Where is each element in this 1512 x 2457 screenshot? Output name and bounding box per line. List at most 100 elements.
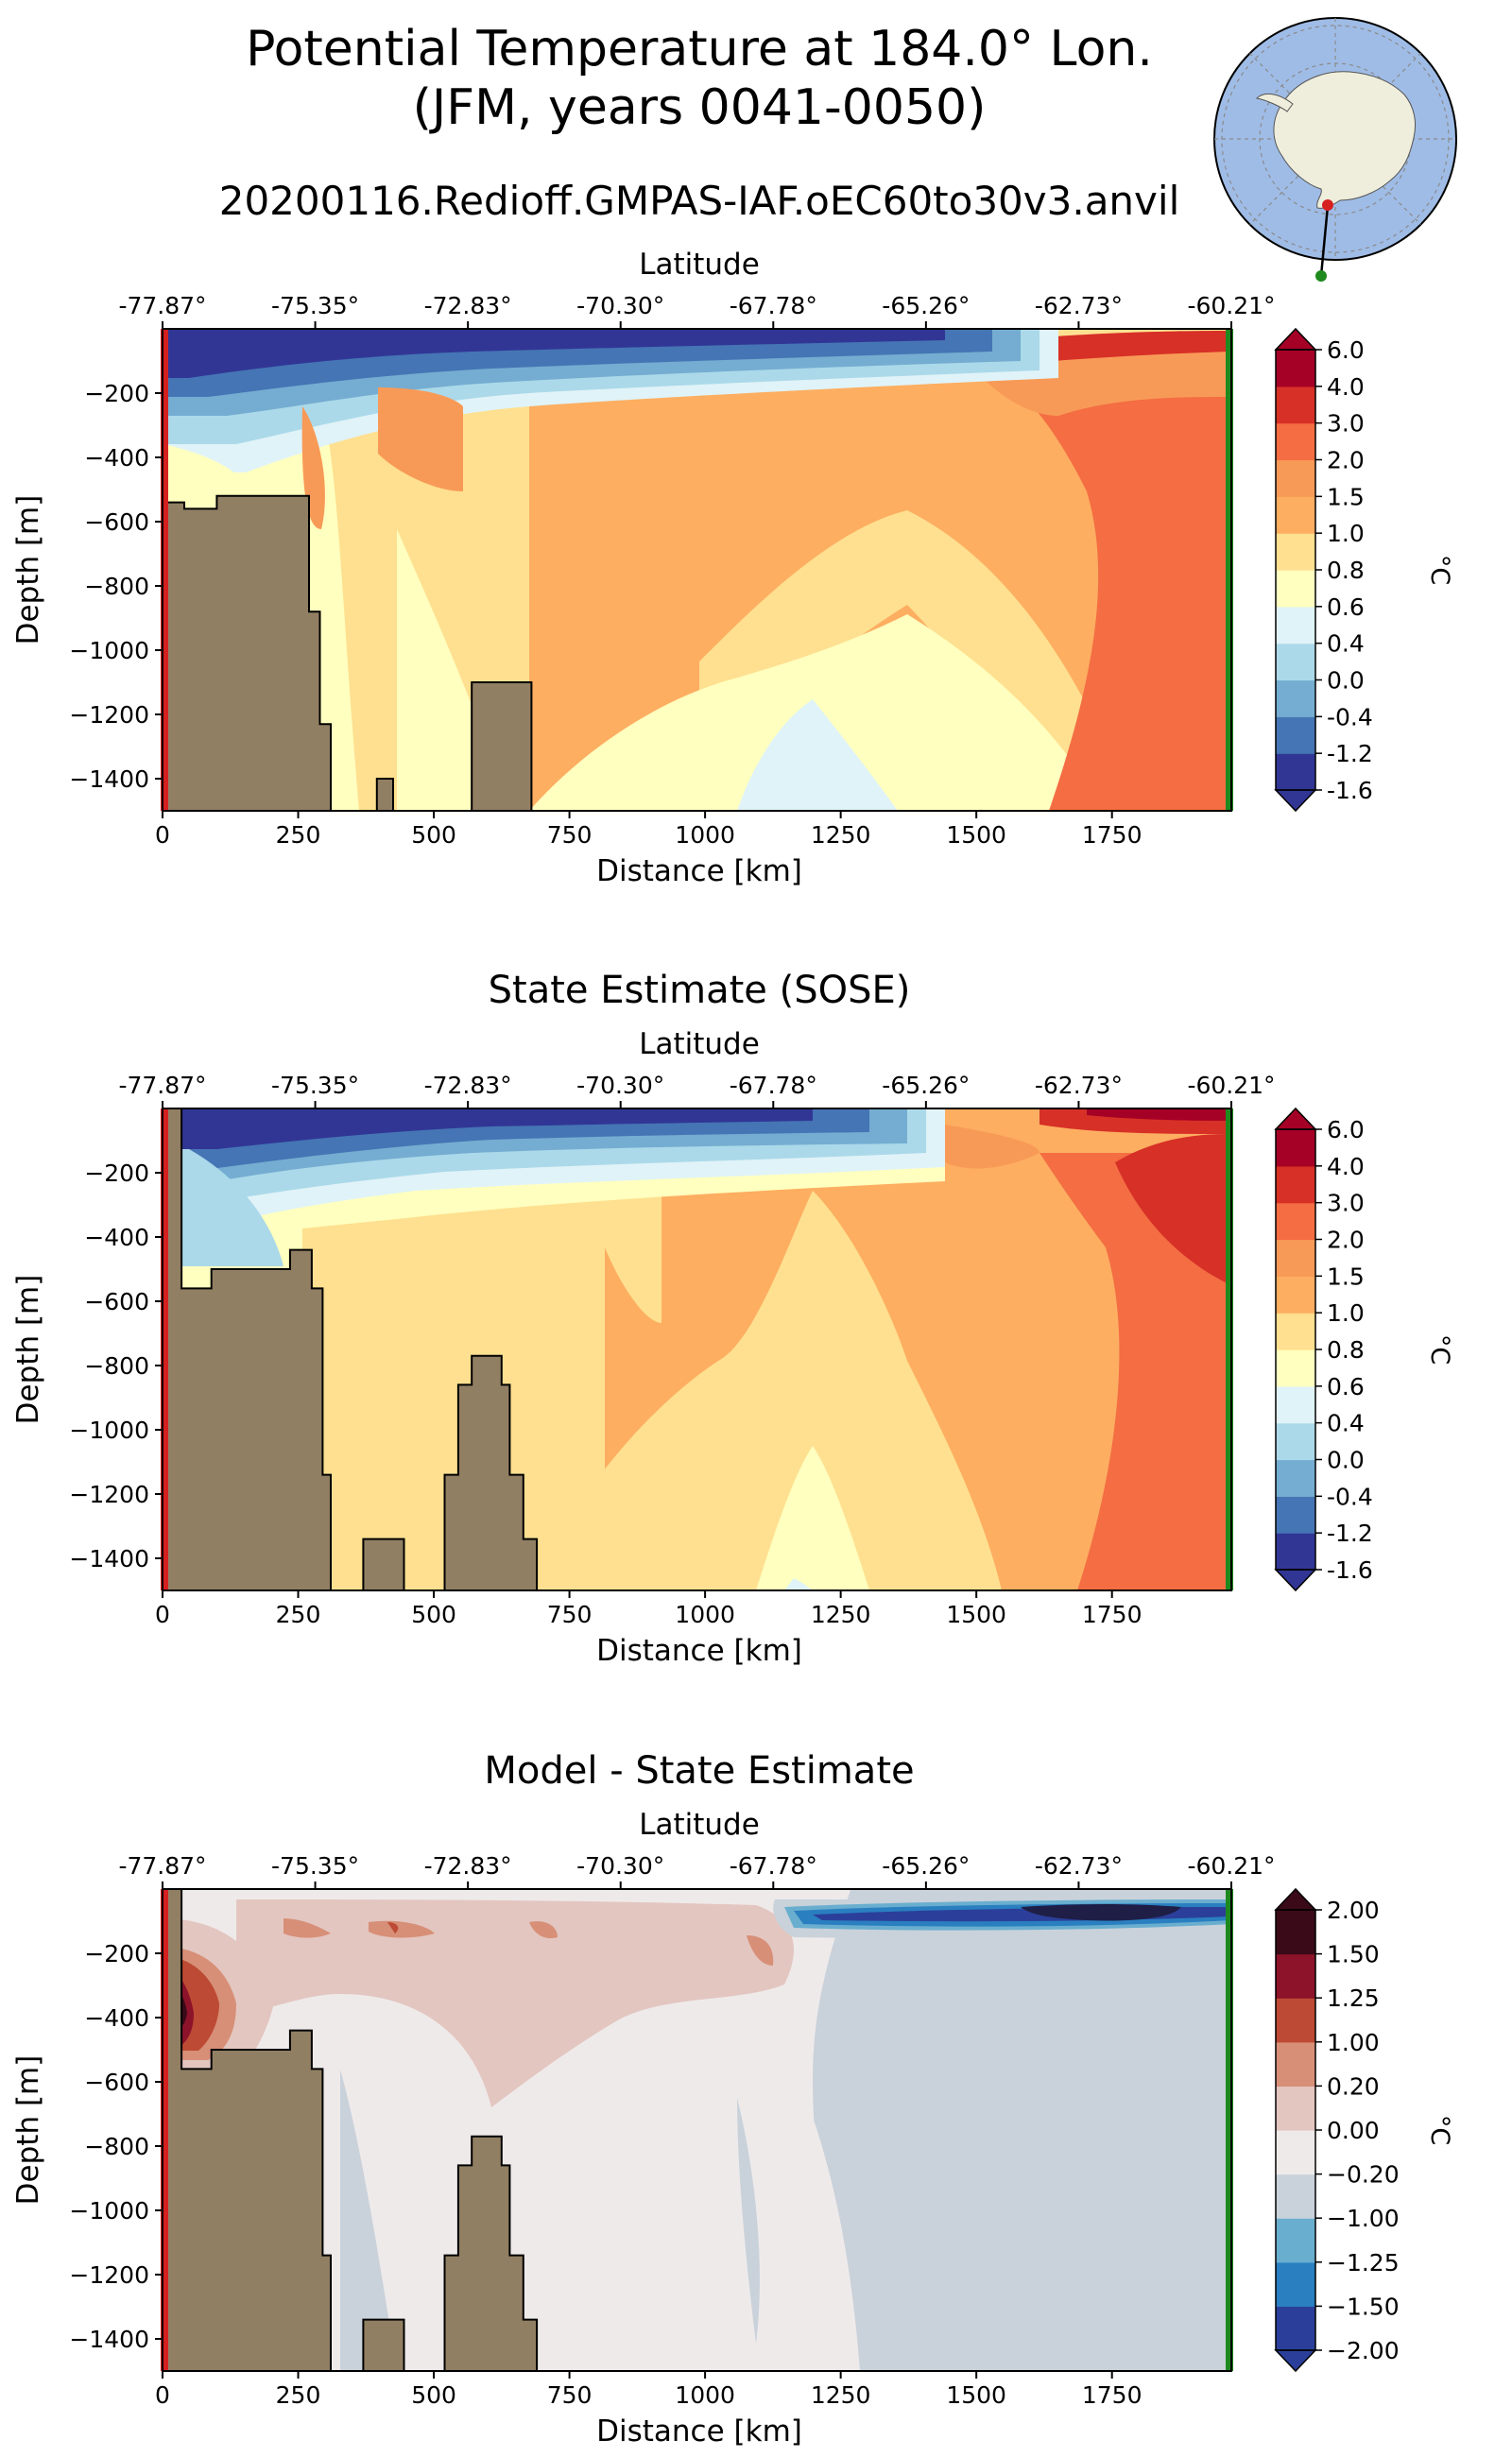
colorbar-tick-label: 6.0 xyxy=(1327,1116,1365,1143)
colorbar-tick-label: 0.20 xyxy=(1327,2072,1380,2100)
y-tick-label: −600 xyxy=(84,508,149,536)
lat-tick-label: -67.78° xyxy=(730,1072,817,1099)
colorbar-tick-label: 2.00 xyxy=(1327,1897,1380,1924)
transect-end-marker xyxy=(1315,270,1327,282)
colorbar-tick-label: 0.6 xyxy=(1327,1373,1365,1400)
lat-tick-label: -77.87° xyxy=(118,292,206,319)
colorbar-segment xyxy=(1276,679,1315,717)
colorbar-tick-label: −2.00 xyxy=(1327,2337,1400,2364)
colorbar-tick-label: 0.4 xyxy=(1327,630,1365,658)
y-tick-label: −200 xyxy=(84,380,149,407)
lat-tick-label: -75.35° xyxy=(271,1072,359,1099)
colorbar-tick-label: 0.0 xyxy=(1327,1447,1365,1474)
globe-inset xyxy=(1213,17,1457,282)
colorbar-segment xyxy=(1276,533,1315,571)
colorbar-segment xyxy=(1276,2041,1315,2087)
temperature-field xyxy=(163,1108,1231,1590)
x-tick-label: 250 xyxy=(276,2381,321,2409)
top-axis-label: Latitude xyxy=(639,248,760,282)
x-tick-label: 1250 xyxy=(811,821,871,849)
colorbar-segment xyxy=(1276,1953,1315,1999)
x-tick-label: 1500 xyxy=(946,821,1006,849)
temperature-field xyxy=(163,329,1231,811)
y-tick-label: −1200 xyxy=(69,701,149,729)
colorbar-segment xyxy=(1276,350,1315,387)
top-axis-label: Latitude xyxy=(639,1027,760,1061)
y-tick-label: −1000 xyxy=(69,2197,149,2225)
colorbar-segment xyxy=(1276,422,1315,461)
colorbar-segment xyxy=(1276,1313,1315,1350)
colorbar-segment xyxy=(1276,1533,1315,1571)
colorbar-segment xyxy=(1276,1349,1315,1387)
lat-tick-label: -72.83° xyxy=(424,1852,512,1880)
y-tick-label: −600 xyxy=(84,1288,149,1315)
colorbar-segment xyxy=(1276,1910,1315,1955)
y-tick-label: −1400 xyxy=(69,765,149,793)
lat-tick-label: -65.26° xyxy=(882,292,970,319)
colorbar-segment xyxy=(1276,1239,1315,1277)
colorbar-segment xyxy=(1276,1459,1315,1497)
colorbar-segment xyxy=(1276,1202,1315,1241)
colorbar-tick-label: -1.2 xyxy=(1327,1520,1373,1547)
colorbar-tick-label: 1.25 xyxy=(1327,1984,1380,2012)
colorbar-tick-label: -0.4 xyxy=(1327,1483,1373,1510)
x-tick-label: 500 xyxy=(411,2381,456,2409)
colorbar-max-extend xyxy=(1274,327,1317,351)
colorbar-tick-label: -1.6 xyxy=(1327,777,1373,804)
colorbar-segment xyxy=(1276,643,1315,681)
colorbar-max-extend xyxy=(1274,1107,1317,1130)
colorbar-segment xyxy=(1276,2174,1315,2219)
colorbar-segment xyxy=(1276,1422,1315,1461)
x-tick-label: 750 xyxy=(547,2381,593,2409)
colorbar-tick-label: 1.50 xyxy=(1327,1941,1380,1968)
colorbar-segment xyxy=(1276,2218,1315,2263)
lat-tick-label: -67.78° xyxy=(730,1852,817,1880)
axes-frame xyxy=(162,328,1232,812)
colorbar-segment xyxy=(1276,2306,1315,2351)
lat-tick-label: -72.83° xyxy=(424,1072,512,1099)
lat-tick-label: -62.73° xyxy=(1035,1852,1123,1880)
colorbar-tick-label: 0.8 xyxy=(1327,1336,1365,1364)
x-tick-label: 750 xyxy=(547,821,593,849)
transect-line xyxy=(1319,205,1330,277)
colorbar-min-extend xyxy=(1274,2349,1317,2373)
section-end-marker xyxy=(1226,329,1233,811)
colorbar-segment xyxy=(1276,496,1315,534)
y-tick-label: −200 xyxy=(84,1160,149,1187)
y-tick-label: −400 xyxy=(84,2004,149,2032)
colorbar-tick-label: 1.5 xyxy=(1327,1263,1365,1290)
colorbar-tick-label: 4.0 xyxy=(1327,373,1365,401)
colorbar-min-extend xyxy=(1274,1569,1317,1592)
lat-tick-label: -77.87° xyxy=(118,1072,206,1099)
colorbar-segment xyxy=(1276,1129,1315,1167)
antarctic-peninsula xyxy=(1255,94,1294,112)
colorbar-segment xyxy=(1276,1165,1315,1204)
colorbar-max-extend xyxy=(1274,1887,1317,1911)
colorbar-min-extend xyxy=(1274,789,1317,813)
colorbar-tick-label: 1.0 xyxy=(1327,1299,1365,1327)
lat-tick-label: -75.35° xyxy=(271,1852,359,1880)
y-tick-label: −1400 xyxy=(69,2326,149,2353)
x-tick-label: 0 xyxy=(155,1601,170,1628)
colorbar-segment xyxy=(1276,570,1315,608)
x-tick-label: 1250 xyxy=(811,1601,871,1628)
y-tick-label: −800 xyxy=(84,1352,149,1380)
x-tick-label: 1500 xyxy=(946,1601,1006,1628)
colorbar-label: °C xyxy=(1425,2115,1454,2145)
axes-frame xyxy=(162,1108,1232,1591)
lat-tick-label: -72.83° xyxy=(424,292,512,319)
lat-tick-label: -70.30° xyxy=(576,1072,664,1099)
colorbar-tick-label: -1.6 xyxy=(1327,1556,1373,1584)
y-axis-label: Depth [m] xyxy=(11,2055,45,2206)
colorbar-label: °C xyxy=(1425,555,1454,585)
lat-tick-label: -62.73° xyxy=(1035,292,1123,319)
y-tick-label: −1200 xyxy=(69,1481,149,1508)
y-tick-label: −400 xyxy=(84,1224,149,1251)
y-tick-label: −1000 xyxy=(69,637,149,664)
figure-subtitle: (JFM, years 0041-0050) xyxy=(412,79,987,136)
colorbar-tick-label: 6.0 xyxy=(1327,336,1365,364)
x-tick-label: 1750 xyxy=(1082,821,1143,849)
lat-tick-label: -60.21° xyxy=(1187,1852,1275,1880)
lat-tick-label: -75.35° xyxy=(271,292,359,319)
